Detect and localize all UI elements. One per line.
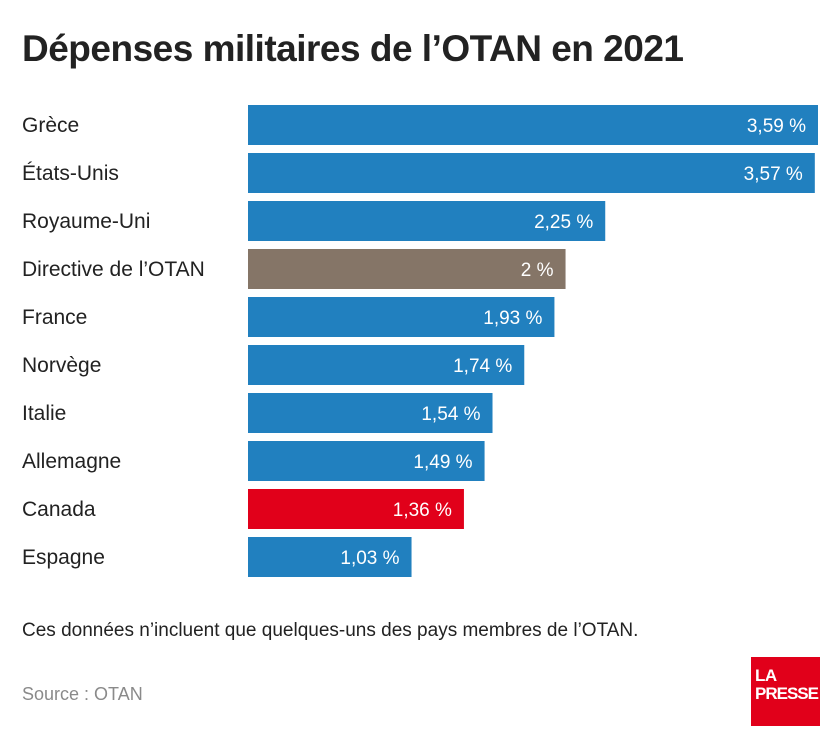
category-label: Espagne xyxy=(22,546,105,569)
bar xyxy=(248,441,485,481)
value-label: 1,03 % xyxy=(340,548,399,569)
category-label: Canada xyxy=(22,498,96,521)
source-credit: Source : OTAN xyxy=(22,684,143,704)
bar xyxy=(248,345,525,385)
category-label: Grèce xyxy=(22,114,79,137)
category-label: Royaume-Uni xyxy=(22,210,150,233)
bar xyxy=(248,489,464,529)
bar xyxy=(248,153,815,193)
category-label: Directive de l’OTAN xyxy=(22,258,205,281)
bar xyxy=(248,201,606,241)
chart-title: Dépenses militaires de l’OTAN en 2021 xyxy=(22,28,684,69)
bar xyxy=(248,537,412,577)
la-presse-logo: LA PRESSE xyxy=(751,657,820,726)
value-label: 1,36 % xyxy=(393,500,452,521)
footnote: Ces données n’incluent que quelques-uns … xyxy=(22,620,639,641)
bar xyxy=(248,297,555,337)
category-label: Allemagne xyxy=(22,450,121,473)
category-label: Italie xyxy=(22,402,66,425)
value-label: 2,25 % xyxy=(534,212,593,233)
value-label: 3,57 % xyxy=(744,164,803,185)
category-label: France xyxy=(22,306,87,329)
value-label: 3,59 % xyxy=(747,116,806,137)
logo-line-2: PRESSE xyxy=(755,684,819,703)
category-label: États-Unis xyxy=(22,162,119,185)
bar xyxy=(248,393,493,433)
logo-line-1: LA xyxy=(755,666,777,685)
bar xyxy=(248,105,818,145)
value-label: 2 % xyxy=(521,260,554,281)
value-label: 1,74 % xyxy=(453,356,512,377)
category-label: Norvège xyxy=(22,354,101,377)
bar xyxy=(248,249,566,289)
value-label: 1,49 % xyxy=(413,452,472,473)
value-label: 1,54 % xyxy=(421,404,480,425)
bar-chart: Grèce 3,59 % États-Unis 3,57 % Royaume-Uni 2,… xyxy=(22,105,818,577)
value-label: 1,93 % xyxy=(483,308,542,329)
